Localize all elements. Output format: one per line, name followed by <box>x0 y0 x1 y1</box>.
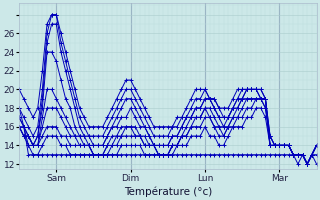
X-axis label: Température (°c): Température (°c) <box>124 186 212 197</box>
